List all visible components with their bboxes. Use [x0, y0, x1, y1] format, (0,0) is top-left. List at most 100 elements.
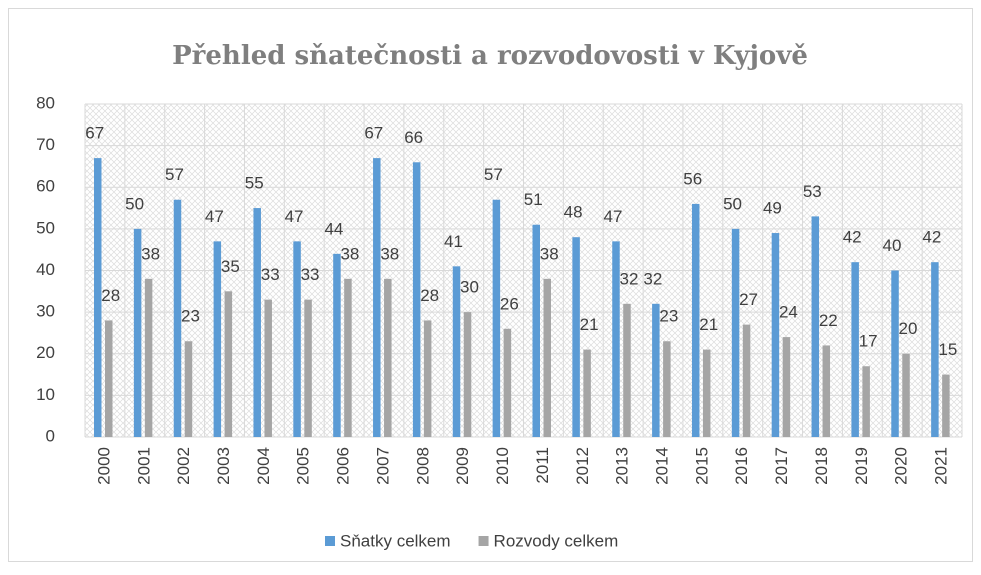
- data-label: 50: [125, 194, 144, 213]
- bar: [583, 349, 591, 437]
- bar: [224, 291, 233, 437]
- data-label: 47: [604, 207, 623, 226]
- y-tick-label: 70: [36, 135, 55, 154]
- bar: [771, 233, 780, 437]
- data-label: 49: [763, 199, 782, 218]
- bar: [105, 320, 113, 437]
- data-label: 40: [883, 236, 902, 255]
- data-label: 42: [922, 228, 941, 247]
- data-label: 28: [101, 286, 120, 305]
- data-label: 27: [739, 290, 758, 309]
- bar: [452, 266, 461, 437]
- bar: [344, 278, 352, 437]
- bar: [942, 374, 950, 437]
- bar: [503, 328, 512, 437]
- x-tick-label: 2011: [533, 447, 552, 484]
- x-tick-label: 2002: [174, 447, 193, 485]
- y-tick-label: 0: [46, 426, 55, 445]
- data-label: 48: [564, 203, 583, 222]
- bar: [822, 345, 831, 437]
- bar: [412, 162, 421, 437]
- data-label: 28: [420, 286, 439, 305]
- bar: [463, 312, 472, 437]
- data-label: 35: [221, 257, 240, 276]
- x-tick-label: 2021: [932, 447, 951, 485]
- data-label: 21: [699, 315, 718, 334]
- bar: [691, 203, 700, 437]
- data-label: 56: [683, 169, 702, 188]
- data-label: 26: [500, 294, 519, 313]
- legend-label: Sňatky celkem: [340, 531, 451, 550]
- bar: [731, 228, 740, 437]
- bar: [652, 303, 660, 437]
- y-tick-label: 30: [36, 302, 55, 321]
- x-tick-label: 2018: [812, 447, 831, 485]
- data-label: 30: [460, 278, 479, 297]
- bar: [742, 324, 751, 437]
- x-tick-label: 2012: [573, 447, 592, 485]
- data-label: 33: [261, 265, 280, 284]
- bar: [94, 158, 102, 438]
- data-label: 15: [938, 340, 957, 359]
- x-tick-label: 2000: [94, 447, 113, 485]
- y-tick-label: 60: [36, 177, 55, 196]
- data-label: 38: [380, 244, 399, 263]
- bar: [623, 303, 631, 437]
- x-tick-label: 2009: [453, 447, 472, 485]
- data-label: 55: [245, 174, 264, 193]
- bar: [702, 349, 711, 437]
- x-tick-label: 2005: [294, 447, 313, 485]
- x-tick-label: 2013: [613, 447, 632, 485]
- bar: [173, 199, 182, 437]
- data-label: 67: [85, 124, 104, 143]
- y-tick-label: 50: [36, 218, 55, 237]
- x-tick-label: 2003: [214, 447, 233, 485]
- x-tick-label: 2017: [772, 447, 791, 485]
- bar: [384, 278, 392, 437]
- data-label: 44: [324, 219, 343, 238]
- data-label: 51: [524, 190, 543, 209]
- bar: [532, 224, 540, 437]
- data-label: 33: [301, 265, 320, 284]
- data-label: 47: [205, 207, 224, 226]
- bar: [902, 353, 910, 437]
- bar: [862, 366, 870, 437]
- data-label: 20: [899, 319, 918, 338]
- bar: [333, 253, 341, 437]
- data-label: 66: [404, 128, 423, 147]
- bar: [811, 216, 820, 437]
- data-label: 57: [484, 165, 503, 184]
- data-label: 53: [803, 182, 822, 201]
- x-tick-label: 2016: [732, 447, 751, 485]
- x-tick-label: 2001: [134, 447, 153, 485]
- legend-swatch: [478, 536, 489, 546]
- data-label: 38: [141, 244, 160, 263]
- bar: [891, 270, 899, 437]
- bar: [423, 320, 432, 437]
- data-label: 41: [444, 232, 463, 251]
- bar: [304, 299, 312, 437]
- bar: [253, 208, 261, 437]
- bar: [543, 278, 551, 437]
- bar: [492, 199, 501, 437]
- y-tick-label: 80: [36, 93, 55, 112]
- y-tick-label: 10: [36, 385, 55, 404]
- bar: [663, 341, 671, 437]
- data-label: 24: [779, 303, 798, 322]
- data-label: 57: [165, 165, 184, 184]
- bar: [373, 158, 381, 438]
- data-label: 50: [723, 194, 742, 213]
- bar: [572, 237, 580, 437]
- x-tick-label: 2019: [852, 447, 871, 485]
- bar: [782, 337, 791, 437]
- bar: [264, 299, 272, 437]
- x-tick-label: 2006: [334, 447, 353, 485]
- data-label: 23: [181, 307, 200, 326]
- y-tick-label: 40: [36, 260, 55, 279]
- data-label: 21: [580, 315, 599, 334]
- legend-swatch: [325, 536, 335, 546]
- x-tick-label: 2004: [254, 447, 273, 485]
- data-label: 32: [620, 269, 639, 288]
- bar: [293, 241, 301, 437]
